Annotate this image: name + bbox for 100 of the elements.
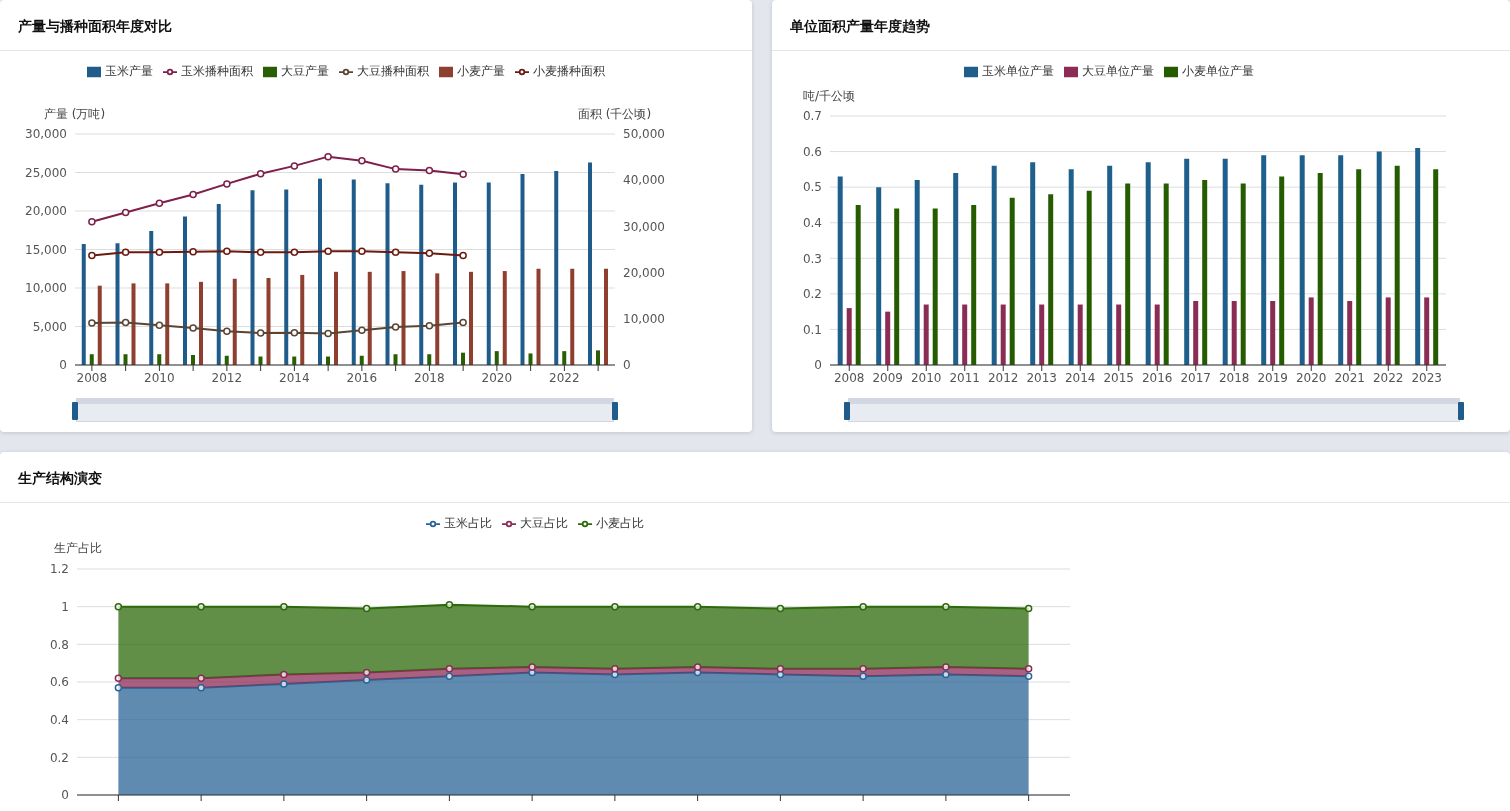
x-tick-label: 2013 — [1026, 370, 1058, 385]
x-tick-label: 2012 — [987, 370, 1019, 385]
bar — [300, 274, 305, 365]
bar — [604, 268, 608, 365]
y-tick-label: 0.4 — [802, 215, 822, 230]
y-tick-label: 25,000 — [25, 165, 67, 180]
y2-tick-label: 0 — [623, 358, 631, 373]
bar — [419, 184, 424, 365]
point — [391, 165, 400, 173]
bar — [165, 283, 170, 365]
x-tick-label: 2017 — [1180, 370, 1212, 385]
bar — [1184, 158, 1190, 365]
bar — [494, 351, 499, 365]
bar — [1125, 183, 1131, 365]
x-tick-label: 2018 — [1218, 370, 1250, 385]
bar — [435, 273, 440, 365]
bar — [1068, 169, 1074, 365]
bar — [1270, 300, 1276, 365]
y-tick-label: 0 — [59, 358, 67, 373]
bar — [923, 304, 929, 365]
bar — [131, 283, 136, 365]
y-tick-label: 10,000 — [25, 281, 67, 296]
bar — [588, 162, 592, 365]
chart-title: 生产结构演变 — [0, 452, 1510, 503]
bar — [97, 285, 102, 365]
x-tick-label: 2016 — [1141, 370, 1173, 385]
x-tick-label: 2014 — [1064, 370, 1096, 385]
bar — [334, 271, 338, 365]
y2-tick-label: 30,000 — [623, 219, 665, 234]
y-tick-label: 1 — [61, 599, 69, 614]
point — [358, 326, 366, 335]
bar — [971, 204, 977, 365]
point — [256, 248, 265, 257]
bar — [1154, 304, 1160, 365]
bar — [115, 243, 120, 365]
bar — [846, 308, 852, 365]
bar — [157, 354, 162, 365]
y2-tick-label: 40,000 — [623, 173, 665, 188]
bar — [554, 170, 559, 365]
bar — [1433, 169, 1439, 365]
x-tick-label: 2015 — [1103, 370, 1135, 385]
x-tick-label: 2016 — [346, 370, 378, 385]
x-tick-label: 2020 — [481, 370, 513, 385]
bar — [191, 354, 195, 365]
bar — [1086, 190, 1092, 365]
bar — [1107, 165, 1113, 365]
point — [358, 157, 366, 165]
bar — [1202, 180, 1208, 365]
point — [459, 170, 467, 178]
bar — [953, 172, 959, 365]
bar — [89, 354, 94, 365]
y-tick-label: 5,000 — [32, 319, 67, 334]
point — [459, 251, 467, 260]
bar — [123, 354, 128, 365]
y-tick-label: 0.2 — [49, 750, 69, 765]
legend-label: 大豆产量 — [281, 64, 329, 78]
bar — [837, 176, 843, 365]
legend-label: 玉米播种面积 — [181, 64, 253, 78]
chart-title: 产量与播种面积年度对比 — [0, 0, 752, 51]
bar — [1009, 197, 1015, 365]
y-tick-label: 30,000 — [25, 127, 67, 142]
point — [121, 208, 130, 217]
bar — [1356, 169, 1362, 365]
bar — [1317, 172, 1323, 365]
bar — [1299, 155, 1305, 365]
point — [88, 251, 96, 260]
bar — [1163, 183, 1169, 365]
y-axis-title: 产量 (万吨) — [44, 106, 106, 123]
point — [121, 318, 130, 327]
bar — [318, 178, 322, 365]
point — [358, 247, 366, 256]
legend-label: 大豆单位产量 — [1082, 64, 1154, 78]
point — [391, 248, 400, 257]
bar — [855, 204, 861, 365]
point — [425, 249, 434, 257]
x-tick-label: 2010 — [144, 370, 175, 385]
x-tick-label: 2008 — [833, 370, 865, 385]
bar — [876, 187, 882, 365]
point — [189, 190, 197, 199]
x-tick-label: 2022 — [1372, 370, 1404, 385]
point — [425, 166, 434, 175]
bar — [914, 180, 920, 365]
legend-label: 小麦单位产量 — [1182, 64, 1254, 78]
point — [223, 180, 231, 188]
bar — [469, 271, 473, 365]
bar — [199, 281, 203, 365]
x-tick-label: 2019 — [1257, 370, 1289, 385]
x-tick-label: 2012 — [211, 370, 243, 385]
bar — [401, 271, 406, 365]
bar — [1222, 158, 1228, 365]
bar — [1338, 155, 1344, 365]
y2-tick-label: 10,000 — [623, 312, 665, 327]
bar — [1279, 176, 1285, 365]
y-tick-label: 20,000 — [25, 204, 67, 219]
bar — [1240, 183, 1246, 365]
point — [324, 247, 332, 256]
bar — [385, 183, 390, 365]
x-tick-label: 2011 — [949, 370, 981, 385]
x-tick-label: 2009 — [872, 370, 904, 385]
y2-tick-label: 50,000 — [623, 127, 665, 142]
